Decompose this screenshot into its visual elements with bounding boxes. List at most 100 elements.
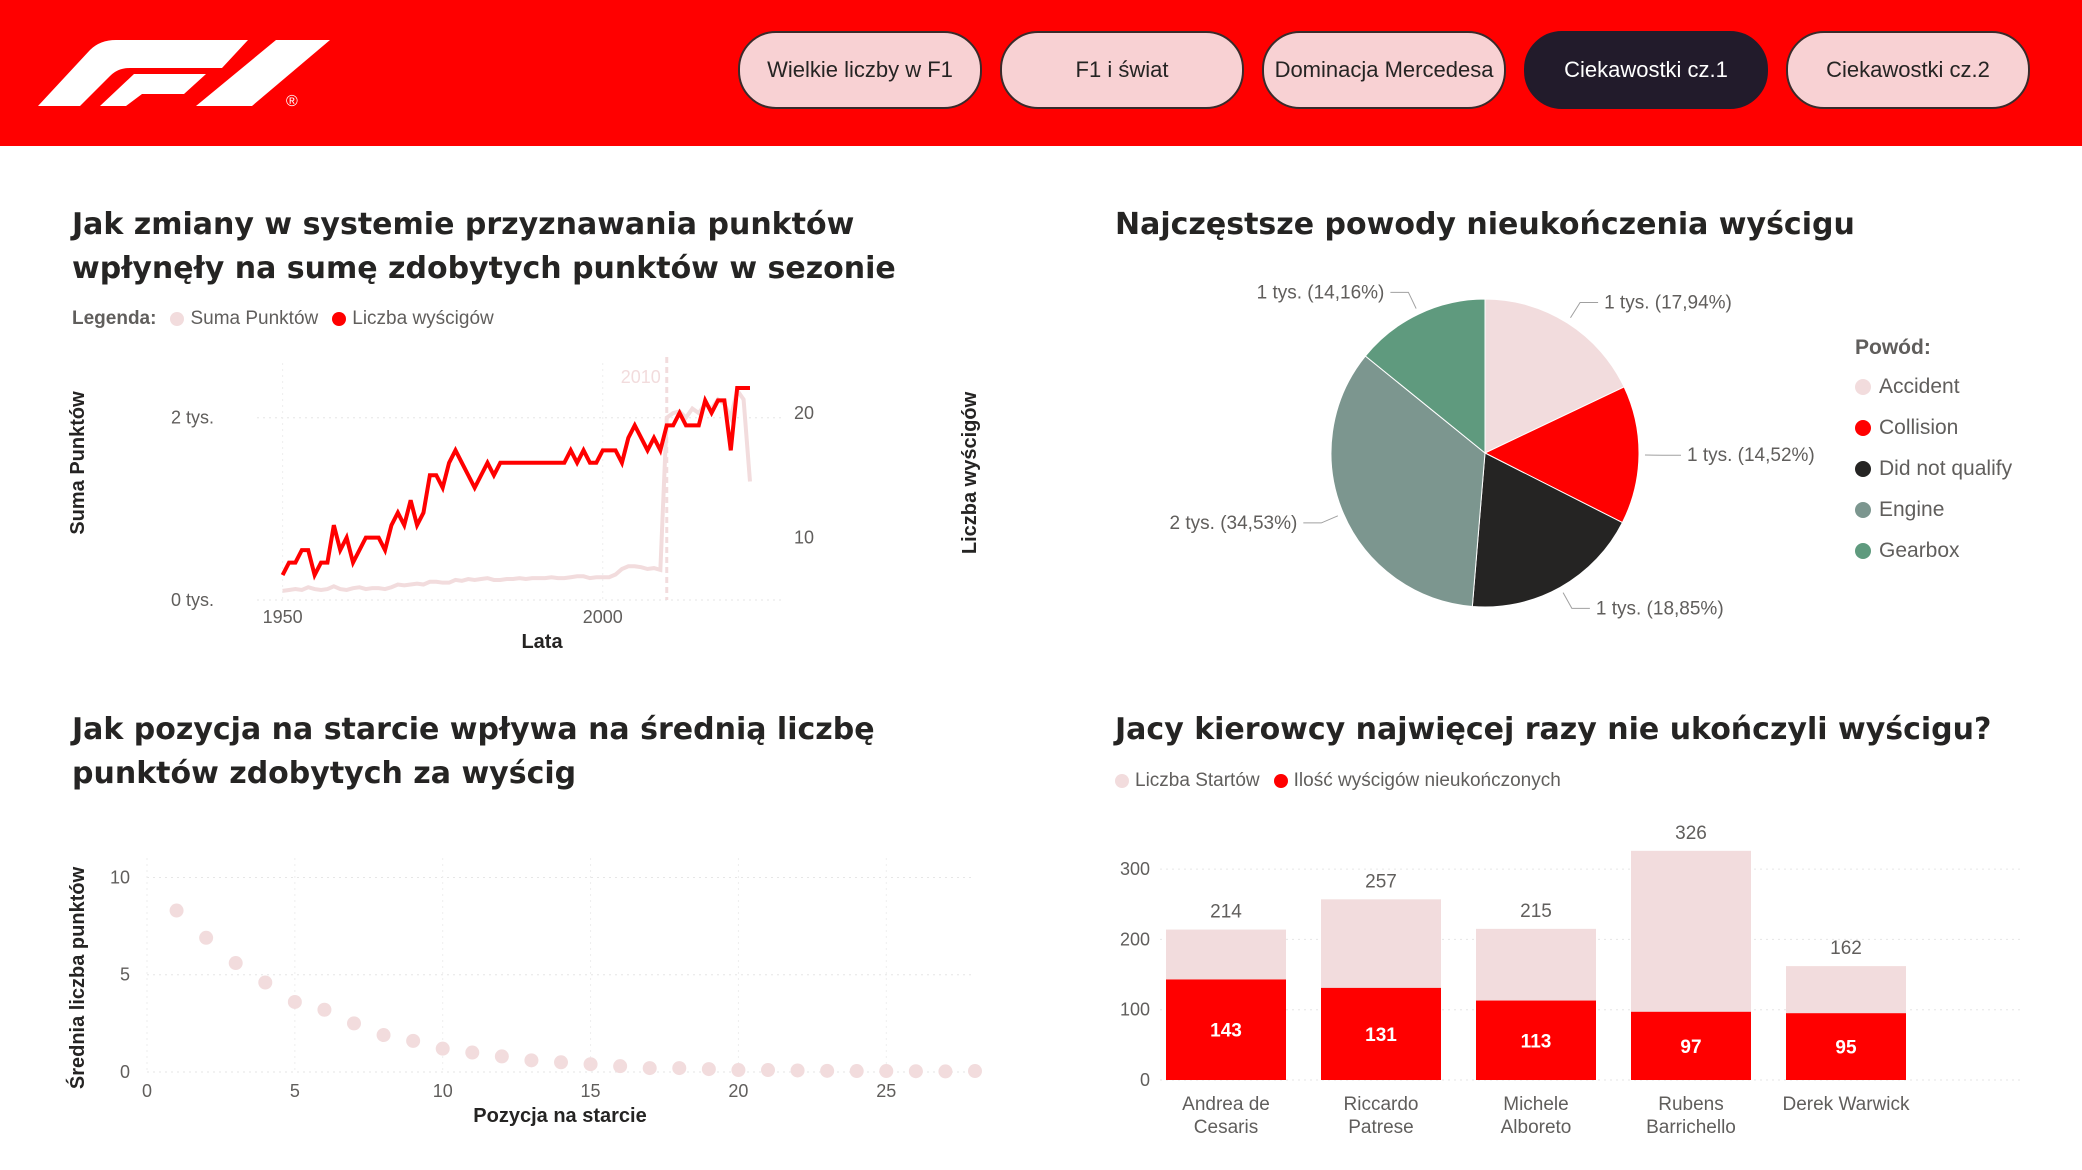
scatter-point xyxy=(347,1016,361,1031)
bar-dnf xyxy=(1631,1011,1751,1080)
x-category-label-line1: Riccardo xyxy=(1344,1094,1419,1115)
drivers-dnf-title: Jacy kierowcy najwięcej razy nie ukończy… xyxy=(1115,712,1992,747)
bar-starts-label: 162 xyxy=(1830,938,1862,959)
bar-dnf xyxy=(1476,1000,1596,1080)
pie-label-leader xyxy=(1562,592,1590,609)
legend-item-dnf[interactable]: Ilość wyścigów nieukończonych xyxy=(1273,770,1561,792)
legend-item-wyscigi[interactable]: Liczba wyścigów xyxy=(332,308,494,330)
scatter-point xyxy=(494,1049,509,1064)
pie-label-engine: 2 tys. (34,53%) xyxy=(1170,513,1298,534)
pie-legend-dot-accident xyxy=(1855,378,1871,395)
scatter-point xyxy=(761,1063,775,1078)
scatter-point xyxy=(613,1059,628,1074)
scatter-point xyxy=(199,930,214,945)
pie-slice-gearbox xyxy=(1364,298,1486,455)
legend-label-starts: Liczba Startów xyxy=(1135,770,1260,791)
pie-legend-item-engine[interactable]: Engine xyxy=(1855,489,2012,530)
bar-dnf-label: 131 xyxy=(1365,1025,1397,1046)
x-tick-label: 5 xyxy=(290,1081,300,1101)
tab-ciekawostki-2[interactable]: Ciekawostki cz.2 xyxy=(1786,31,2030,109)
f1-logo: ® xyxy=(38,40,330,110)
x-category-label-line1: Rubens xyxy=(1658,1094,1724,1115)
f1-logo-shape-3 xyxy=(196,40,330,106)
scatter-point xyxy=(642,1061,657,1076)
scatter-point xyxy=(524,1053,539,1068)
scatter-point xyxy=(879,1064,894,1079)
x-category-label-line1: Andrea de xyxy=(1182,1094,1270,1115)
scatter-point xyxy=(938,1064,953,1079)
scatter-point xyxy=(406,1033,421,1048)
pie-legend-item-dnq[interactable]: Did not qualify xyxy=(1855,448,2012,489)
scatter-point xyxy=(908,1064,923,1079)
pie-legend-dot-dnq xyxy=(1855,460,1871,477)
pie-legend-label-accident: Accident xyxy=(1879,374,1960,398)
start-position-chart-title: Jak pozycja na starcie wpływa na średnią… xyxy=(72,712,875,791)
x-tick-label: 25 xyxy=(876,1081,896,1101)
x-category-label-line1: Derek Warwick xyxy=(1782,1094,1910,1115)
scatter-point xyxy=(672,1061,687,1076)
pie-legend-dot-collision xyxy=(1855,419,1871,436)
y-right-tick-label: 10 xyxy=(794,528,814,548)
scatter-point xyxy=(583,1057,598,1072)
tab-ciekawostki-1[interactable]: Ciekawostki cz.1 xyxy=(1524,31,1768,109)
pie-legend-label-collision: Collision xyxy=(1879,415,1959,439)
bar-dnf-label: 95 xyxy=(1835,1038,1857,1059)
points-chart-title: Jak zmiany w systemie przyznawania punkt… xyxy=(72,207,896,286)
pie-legend-item-accident[interactable]: Accident xyxy=(1855,366,2012,407)
y-tick-label: 100 xyxy=(1120,1000,1150,1020)
legend-dot-suma xyxy=(170,312,185,326)
legend-dot-wyscigi xyxy=(332,312,347,326)
y-tick-label: 300 xyxy=(1120,859,1150,879)
scatter-point xyxy=(968,1064,982,1079)
pie-label-leader xyxy=(1570,302,1599,319)
legend-item-suma[interactable]: Suma Punktów xyxy=(170,308,318,330)
y-left-tick-label: 0 tys. xyxy=(171,590,214,610)
x-category-label-line2: Barrichello xyxy=(1646,1117,1736,1138)
top-bar: ® Wielkie liczby w F1 F1 i świat Dominac… xyxy=(0,0,2082,146)
scatter-point xyxy=(820,1063,835,1078)
pie-legend-item-gearbox[interactable]: Gearbox xyxy=(1855,530,2012,571)
y-right-tick-label: 20 xyxy=(794,403,814,423)
year-marker-label: 2010 xyxy=(621,367,661,387)
bar-starts-label: 215 xyxy=(1520,901,1552,922)
dnf-reasons-title: Najczęstsze powody nieukończenia wyścigu xyxy=(1115,207,1855,242)
bar-dnf xyxy=(1786,1013,1906,1080)
tab-f1-i-swiat[interactable]: F1 i świat xyxy=(1000,31,1244,109)
scatter-point xyxy=(317,1002,332,1017)
pie-legend-label-gearbox: Gearbox xyxy=(1879,538,1960,562)
x-tick-label: 2000 xyxy=(583,607,623,627)
pie-slice-collision xyxy=(1483,386,1640,524)
pie-label-dnq: 1 tys. (18,85%) xyxy=(1596,598,1724,619)
x-tick-label: 15 xyxy=(581,1081,601,1101)
series-suma-punktow-line xyxy=(282,385,752,593)
y-tick-label: 0 xyxy=(120,1062,130,1082)
pie-slice-engine xyxy=(1330,355,1486,608)
pie-label-collision: 1 tys. (14,52%) xyxy=(1687,445,1815,466)
x-axis-title: Lata xyxy=(521,631,563,653)
y-right-axis-title: Liczba wyścigów xyxy=(959,391,981,554)
start-position-scatter-chart[interactable]: 10 5 00 5 10 15 20 25 Pozycja na starcie Średnia … xyxy=(60,820,1000,1140)
dnf-reasons-pie-chart[interactable]: 1 tys. (17,94%) 1 tys. (14,52%) 1 tys. (18… xyxy=(1140,270,1840,640)
legend-label-suma: Suma Punktów xyxy=(190,308,319,329)
drivers-dnf-legend: Liczba Startów Ilość wyścigów nieukończo… xyxy=(1115,770,1569,792)
legend-item-starts[interactable]: Liczba Startów xyxy=(1115,770,1260,792)
scatter-point xyxy=(287,994,302,1009)
f1-logo-shape-1 xyxy=(38,40,248,106)
pie-legend-dot-gearbox xyxy=(1855,542,1871,559)
pie-legend-item-collision[interactable]: Collision xyxy=(1855,407,2012,448)
bar-dnf xyxy=(1166,979,1286,1080)
x-category-label-line2: Patrese xyxy=(1348,1117,1413,1138)
pie-label-gearbox: 1 tys. (14,16%) xyxy=(1257,282,1385,303)
x-tick-label: 1950 xyxy=(263,607,303,627)
pie-legend-label-engine: Engine xyxy=(1879,497,1945,521)
tab-dominacja-mercedesa[interactable]: Dominacja Mercedesa xyxy=(1262,31,1506,109)
scatter-point xyxy=(701,1062,716,1077)
bar-dnf xyxy=(1321,987,1441,1080)
bar-dnf-label: 143 xyxy=(1210,1021,1242,1042)
tab-wielkie-liczby[interactable]: Wielkie liczby w F1 xyxy=(738,31,982,109)
y-axis-title: Średnia liczba punktów xyxy=(65,866,89,1089)
legend-label-wyscigi: Liczba wyścigów xyxy=(352,308,494,329)
x-category-label-line2: Cesaris xyxy=(1194,1117,1258,1138)
